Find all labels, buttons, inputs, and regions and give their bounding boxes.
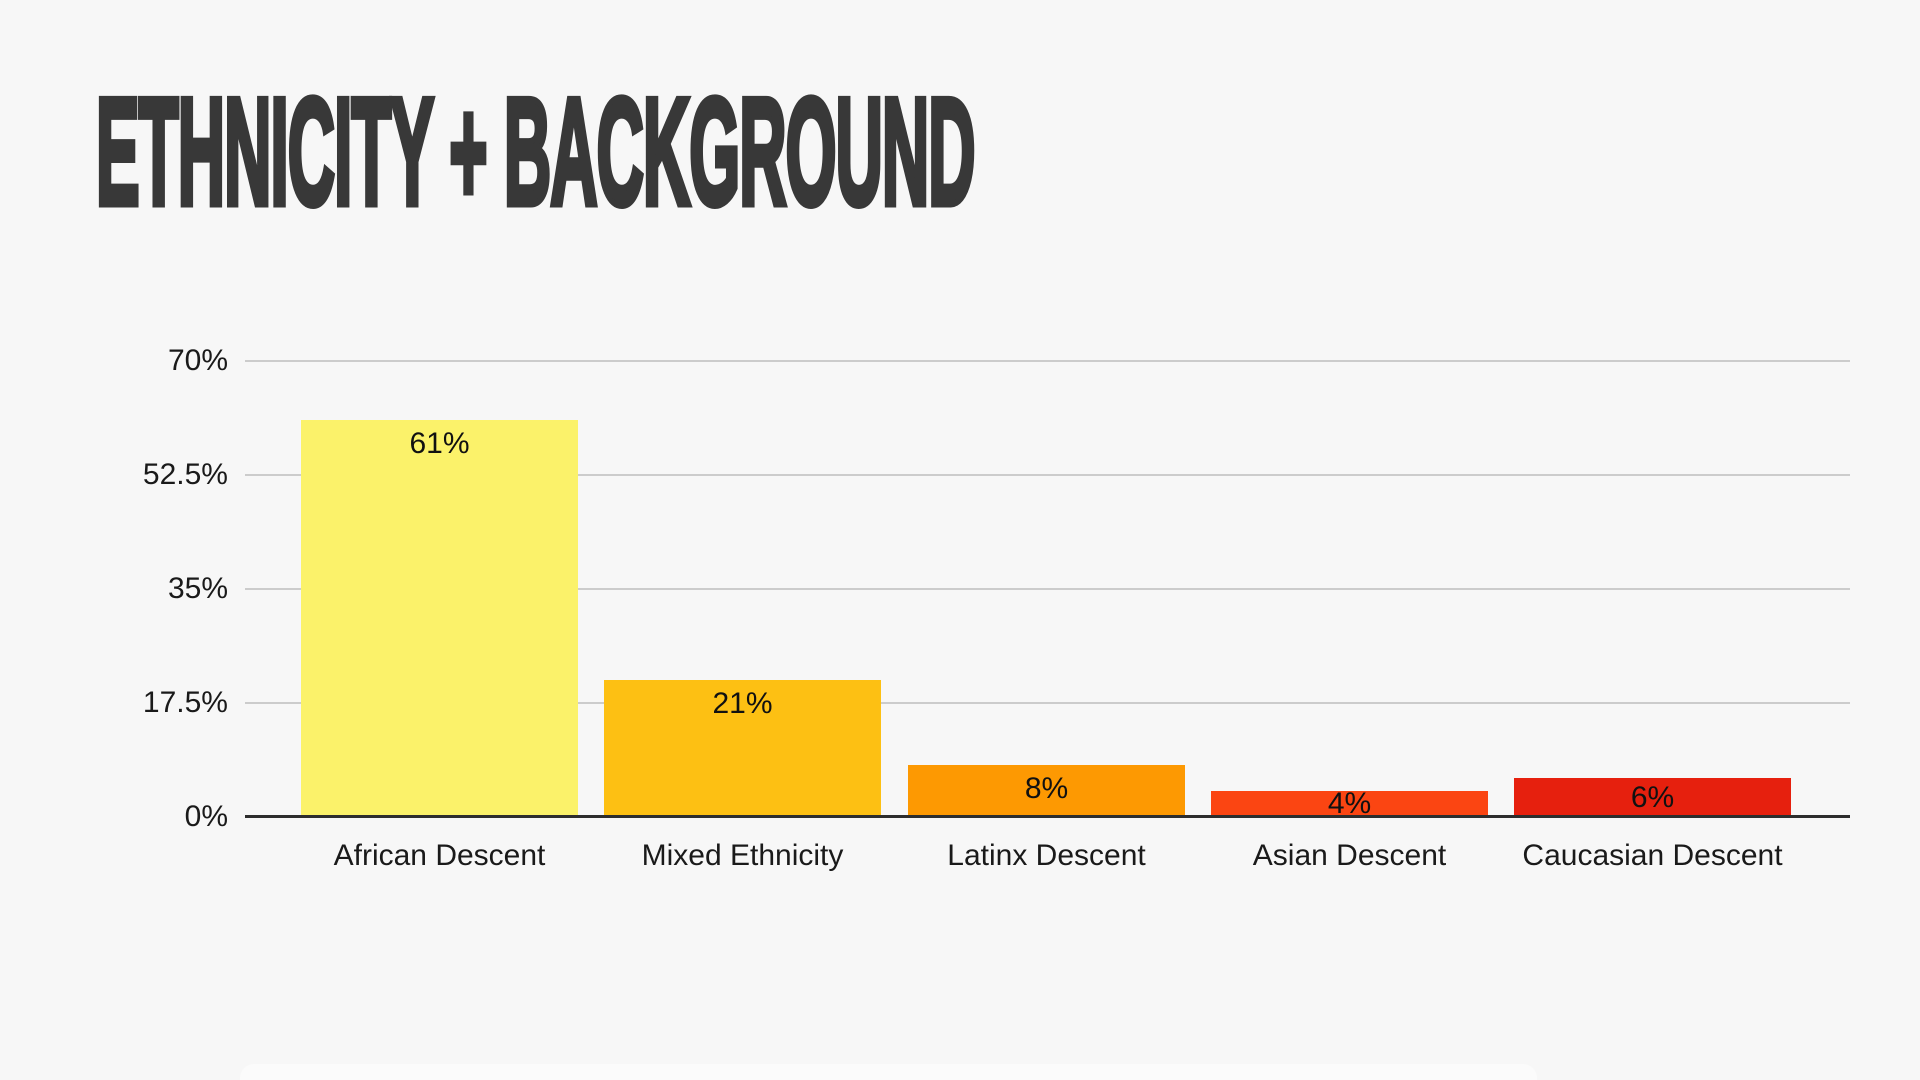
y-axis-tick-label: 0% [184, 800, 228, 833]
x-axis-line [245, 815, 1850, 818]
bar-asian-descent: 4% [1211, 787, 1488, 820]
x-axis-category-label-caucasian-descent: Caucasian Descent [1522, 839, 1783, 872]
y-axis-tick-label: 52.5% [142, 458, 228, 491]
gridline [245, 588, 1850, 590]
gridline [245, 360, 1850, 362]
x-axis-category-label-african-descent: African Descent [333, 839, 546, 872]
page-title: ETHNICITY + BACKGROUND [94, 67, 1920, 237]
bar-value-label-caucasian-descent: 6% [1630, 780, 1675, 814]
bar-mixed-ethnicity: 21% [604, 680, 881, 817]
bar-caucasian-descent: 6% [1514, 778, 1791, 817]
bar-value-label-asian-descent: 4% [1327, 787, 1372, 820]
y-axis-tick-label: 17.5% [142, 686, 228, 719]
bar-african-descent: 61% [301, 420, 578, 817]
bar-value-label-latinx-descent: 8% [1024, 772, 1069, 805]
x-axis-category-label-mixed-ethnicity: Mixed Ethnicity [641, 839, 844, 872]
gridline [245, 474, 1850, 476]
x-axis-category-label-asian-descent: Asian Descent [1252, 839, 1447, 872]
x-axis-category-label-latinx-descent: Latinx Descent [947, 839, 1146, 872]
gridline [245, 702, 1850, 704]
bar-latinx-descent: 8% [908, 765, 1185, 817]
next-slide-edge [240, 1064, 1537, 1080]
bar-value-label-mixed-ethnicity: 21% [712, 687, 773, 720]
y-axis-tick-label: 70% [167, 344, 228, 377]
y-axis-tick-label: 35% [167, 572, 228, 605]
page-title-text: ETHNICITY + BACKGROUND [94, 67, 977, 237]
bar-value-label-african-descent: 61% [409, 427, 470, 460]
